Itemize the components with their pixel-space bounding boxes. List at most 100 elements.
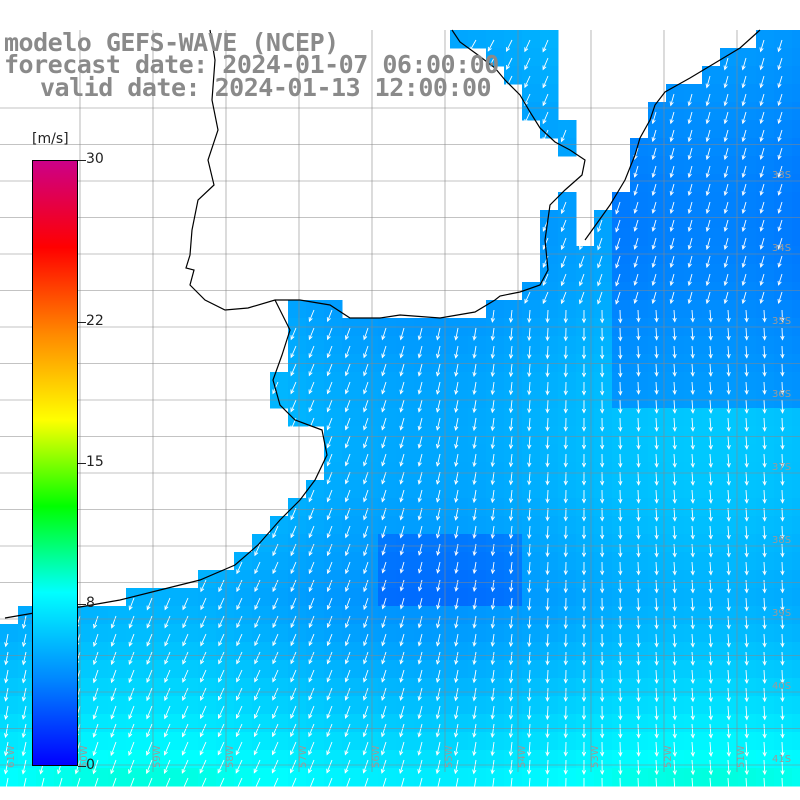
wind-arrow-head: [669, 119, 674, 125]
wind-arrow-head: [21, 660, 27, 666]
wind-speed-cell: [126, 714, 145, 733]
wind-arrow-head: [399, 371, 404, 377]
wind-arrow: [763, 597, 766, 611]
wind-arrow-head: [110, 751, 115, 757]
wind-speed-cell: [468, 624, 487, 643]
wind-arrow: [652, 183, 657, 196]
wind-speed-cell: [648, 588, 667, 607]
wind-speed-cell: [612, 516, 631, 535]
wind-arrow-head: [308, 389, 313, 395]
wind-arrow: [128, 759, 135, 774]
wind-arrow: [724, 291, 729, 304]
wind-speed-cell: [594, 570, 613, 589]
wind-arrow: [528, 471, 531, 485]
wind-arrow: [455, 327, 459, 340]
wind-speed-cell: [774, 714, 793, 733]
wind-arrow: [200, 633, 207, 646]
wind-arrow: [128, 705, 135, 719]
wind-arrow-head: [708, 679, 713, 685]
wind-arrow: [436, 471, 441, 485]
wind-speed-cell: [324, 696, 343, 715]
wind-arrow-head: [542, 263, 547, 268]
wind-arrow: [218, 723, 225, 737]
wind-arrow-head: [254, 641, 259, 647]
wind-arrow: [634, 183, 639, 196]
wind-arrow: [382, 579, 387, 591]
wind-speed-cell: [486, 732, 505, 751]
wind-speed-cell: [432, 462, 451, 481]
wind-arrow: [688, 111, 693, 124]
wind-arrow: [5, 705, 9, 720]
wind-arrow-head: [527, 788, 532, 793]
wind-speed-cell: [702, 210, 721, 229]
wind-arrow-head: [672, 534, 677, 540]
wind-arrow: [763, 759, 766, 775]
wind-arrow-head: [56, 787, 62, 793]
wind-arrow-head: [597, 245, 602, 251]
wind-speed-cell: [738, 714, 757, 733]
wind-speed-cell: [522, 606, 541, 625]
wind-speed-cell: [108, 732, 127, 751]
wind-arrow: [781, 453, 784, 467]
wind-speed-cell: [378, 390, 397, 409]
wind-arrow-head: [780, 697, 785, 703]
wind-arrow: [418, 399, 423, 412]
wind-arrow-head: [344, 569, 350, 575]
wind-speed-cell: [486, 696, 505, 715]
wind-arrow: [673, 381, 676, 394]
wind-arrow: [709, 471, 712, 485]
wind-speed-cell: [342, 714, 361, 733]
wind-speed-cell: [576, 642, 595, 661]
wind-arrow: [724, 111, 729, 124]
wind-arrow-head: [399, 768, 404, 774]
wind-arrow: [363, 453, 369, 466]
wind-arrow: [673, 525, 676, 539]
wind-arrow-head: [654, 697, 659, 703]
wind-arrow-head: [381, 568, 386, 574]
wind-arrow: [164, 741, 171, 756]
wind-speed-cell: [180, 732, 199, 751]
wind-arrow-head: [92, 751, 97, 757]
wind-speed-cell: [378, 642, 397, 661]
wind-arrow-head: [21, 787, 26, 793]
wind-arrow-head: [308, 335, 313, 341]
wind-arrow-head: [454, 407, 459, 413]
latitude-label: 36S: [772, 389, 791, 400]
wind-speed-cell: [540, 264, 559, 283]
wind-speed-cell: [792, 66, 800, 85]
wind-arrow: [218, 633, 225, 646]
wind-arrow-head: [527, 570, 532, 576]
wind-speed-cell: [504, 30, 523, 49]
wind-arrow: [691, 561, 694, 575]
wind-arrow: [290, 741, 297, 755]
wind-speed-cell: [234, 768, 253, 787]
wind-speed-cell: [576, 714, 595, 733]
wind-arrow: [673, 723, 676, 738]
wind-arrow: [706, 75, 711, 88]
wind-speed-cell: [360, 426, 379, 445]
wind-speed-cell: [648, 282, 667, 301]
wind-speed-cell: [612, 606, 631, 625]
wind-arrow-head: [618, 751, 623, 757]
wind-arrow-head: [741, 281, 746, 287]
wind-arrow-head: [490, 534, 495, 540]
wind-speed-cell: [450, 624, 469, 643]
wind-arrow: [709, 525, 712, 539]
wind-arrow-head: [780, 317, 785, 323]
wind-arrow: [455, 597, 459, 609]
wind-arrow: [418, 597, 423, 609]
wind-arrow-head: [780, 408, 785, 414]
wind-arrow-head: [39, 787, 44, 793]
wind-arrow-head: [636, 679, 641, 684]
wind-arrow: [345, 453, 351, 466]
wind-speed-cell: [630, 624, 649, 643]
wind-speed-cell: [0, 696, 19, 715]
wind-speed-cell: [378, 534, 397, 553]
wind-arrow: [381, 615, 387, 628]
wind-arrow-head: [690, 516, 695, 522]
wind-arrow-head: [490, 642, 495, 648]
wind-speed-cell: [540, 480, 559, 499]
wind-speed-cell: [720, 192, 739, 211]
wind-arrow-head: [563, 678, 568, 684]
wind-speed-cell: [198, 714, 217, 733]
